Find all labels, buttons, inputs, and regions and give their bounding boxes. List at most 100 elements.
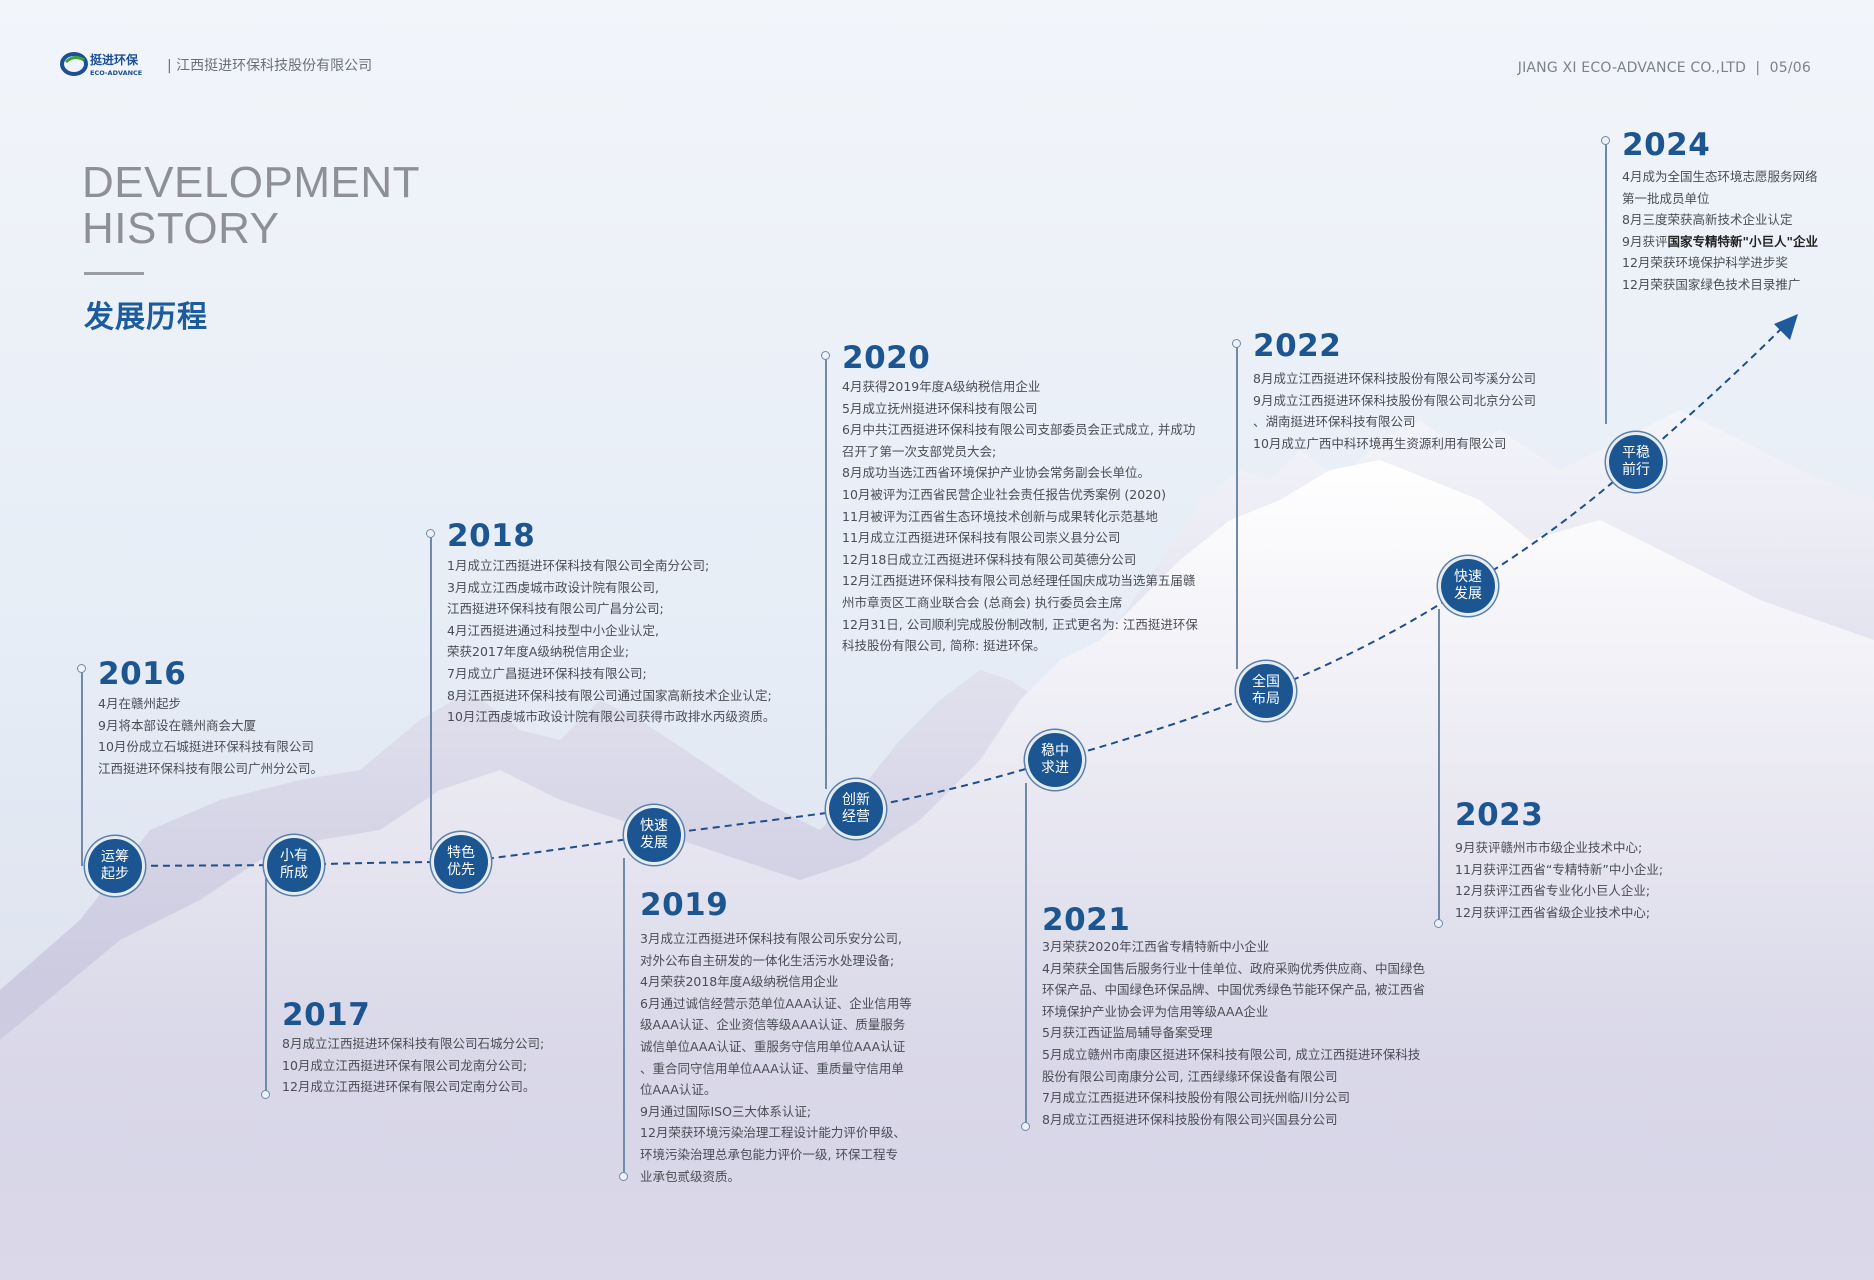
year-events: 3月荣获2020年江西省专精特新中小企业 4月荣获全国售后服务行业十佳单位、政府采… [1042, 936, 1425, 1130]
event-line: 9月获评赣州市市级企业技术中心; [1455, 840, 1643, 855]
year-events: 8月成立江西挺进环保科技有限公司石城分公司; 10月成立江西挺进环保有限公司龙南分… [282, 1033, 544, 1098]
stage-node: 特色优先 [434, 835, 488, 889]
timeline-connector [1438, 609, 1440, 924]
event-line: 12月获评江西省专业化小巨人企业; [1455, 883, 1651, 899]
event-line: 召开了第一次支部党员大会; [842, 443, 997, 459]
event-line: 、湖南挺进环保科技有限公司 [1253, 414, 1416, 430]
stage-node: 创新经营 [829, 782, 883, 836]
event-line: 科技股份有限公司, 简称: 挺进环保。 [842, 638, 1046, 654]
timeline-dot [619, 1172, 628, 1181]
event-line: 11月成立江西挺进环保科技有限公司崇义县分公司 [842, 530, 1121, 546]
event-line: 10月被评为江西省民营企业社会责任报告优秀案例 (2020) [842, 486, 1166, 502]
event-line: 4月江西挺进通过科技型中小企业认定, [447, 622, 659, 638]
timeline-dot [261, 1090, 270, 1099]
event-line: 12月荣获国家绿色技术目录推广 [1622, 276, 1801, 292]
company-logo: 挺进环保 ECO-ADVANCE [60, 52, 142, 77]
event-line: 10月成立广西中科环境再生资源利用有限公司 [1253, 435, 1507, 451]
event-line: 12月获评江西省省级企业技术中心; [1455, 904, 1651, 920]
stage-node: 运筹起步 [88, 839, 142, 893]
event-line: 8月成立江西挺进环保科技有限公司石城分公司; [282, 1036, 545, 1051]
company-name: | 江西挺进环保科技股份有限公司 [167, 58, 373, 74]
stage-label: 创新经营 [842, 792, 870, 825]
timeline-dot [1434, 919, 1443, 928]
stage-label: 小有所成 [280, 848, 308, 881]
svg-text:挺进环保: 挺进环保 [90, 52, 139, 67]
timeline-dot [1021, 1122, 1030, 1131]
timeline-dot [821, 351, 830, 360]
event-line: 环境保护产业协会评为信用等级AAA企业 [1042, 1003, 1269, 1019]
event-line: 业承包贰级资质。 [640, 1168, 741, 1184]
stage-label: 快速发展 [1454, 569, 1482, 602]
event-line: 7月成立广昌挺进环保科技有限公司; [447, 665, 647, 681]
event-line: 级AAA认证、企业资信等级AAA认证、质量服务 [640, 1017, 906, 1033]
timeline-connector [1605, 141, 1607, 424]
event-line: 5月成立抚州挺进环保科技有限公司 [842, 400, 1038, 416]
timeline-dot [77, 664, 86, 673]
event-line: 12月成立江西挺进环保有限公司定南分公司。 [282, 1079, 536, 1095]
page-title-cn: 发展历程 [84, 300, 208, 335]
event-line: 位AAA认证。 [640, 1082, 717, 1098]
event-line: 4月荣获2018年度A级纳税信用企业 [640, 974, 839, 990]
year-events: 9月获评赣州市市级企业技术中心; 11月获评江西省“专精特新”中小企业; 12月获评… [1455, 837, 1663, 923]
event-line: 10月江西虔城市政设计院有限公司获得市政排水丙级资质。 [447, 709, 776, 725]
event-line: 8月成功当选江西省环境保护产业协会常务副会长单位。 [842, 465, 1150, 481]
event-line: 9月通过国际ISO三大体系认证; [640, 1103, 812, 1119]
event-line: 诚信单位AAA认证、重服务守信用单位AAA认证 [640, 1038, 906, 1054]
event-line: 江西挺进环保科技有限公司广州分公司。 [98, 760, 324, 776]
timeline-connector [1236, 344, 1238, 669]
year-heading: 2017 [282, 997, 371, 1033]
stage-node: 全国布局 [1239, 664, 1293, 718]
year-heading: 2018 [447, 518, 536, 554]
year-heading: 2016 [98, 656, 187, 692]
event-line: 股份有限公司南康分公司, 江西绿缘环保设备有限公司 [1042, 1068, 1338, 1084]
event-line: 环境污染治理总承包能力评价一级, 环保工程专 [640, 1146, 898, 1162]
event-line: 12月18日成立江西挺进环保科技有限公司英德分公司 [842, 551, 1137, 567]
event-line: 8月江西挺进环保科技有限公司通过国家高新技术企业认定; [447, 687, 772, 703]
event-line: 11月获评江西省“专精特新”中小企业; [1455, 861, 1664, 877]
event-line: 第一批成员单位 [1622, 190, 1710, 206]
dashed-growth-path [114, 321, 1789, 867]
event-line: 4月成为全国生态环境志愿服务网络 [1622, 169, 1818, 184]
year-heading: 2024 [1622, 127, 1711, 163]
page-indicator: JIANG XI ECO-ADVANCE CO.,LTD | 05/06 [1517, 60, 1811, 76]
timeline-dot [426, 529, 435, 538]
event-line: 12月荣获环境污染治理工程设计能力评价甲级、 [640, 1125, 906, 1141]
event-line: 3月成立江西挺进环保科技有限公司乐安分公司, [640, 931, 902, 946]
event-line: 9月成立江西挺进环保科技股份有限公司北京分公司 [1253, 392, 1536, 408]
event-line: 10月成立江西挺进环保有限公司龙南分公司; [282, 1057, 528, 1073]
page-title-en: DEVELOPMENT HISTORY [82, 160, 420, 252]
event-line: 环保产品、中国绿色环保品牌、中国优秀绿色节能环保产品, 被江西省 [1042, 982, 1425, 998]
stage-label: 运筹起步 [101, 849, 129, 882]
title-divider [84, 272, 144, 275]
event-line: 8月成立江西挺进环保科技股份有限公司兴国县分公司 [1042, 1111, 1338, 1127]
stage-label: 特色优先 [447, 845, 475, 878]
event-line: 6月通过诚信经营示范单位AAA认证、企业信用等 [640, 995, 912, 1011]
title-line-2: HISTORY [82, 204, 280, 253]
timeline-connector [430, 534, 432, 850]
timeline-connector [81, 669, 83, 866]
event-line: 对外公布自主研发的一体化生活污水处理设备; [640, 952, 895, 968]
year-events: 4月在赣州起步 9月将本部设在赣州商会大厦 10月份成立石城挺进环保科技有限公司 江西… [98, 693, 323, 779]
event-line: 10月份成立石城挺进环保科技有限公司 [98, 739, 314, 755]
year-events: 8月成立江西挺进环保科技股份有限公司岑溪分公司 9月成立江西挺进环保科技股份有限公… [1253, 368, 1536, 454]
event-line: 3月成立江西虔城市政设计院有限公司, [447, 579, 659, 595]
stage-node: 稳中求进 [1028, 733, 1082, 787]
event-line: 12月荣获环境保护科学进步奖 [1622, 255, 1788, 271]
event-line: 4月获得2019年度A级纳税信用企业 [842, 379, 1041, 394]
event-line: 1月成立江西挺进环保科技有限公司全南分公司; [447, 558, 710, 573]
stage-label: 快速发展 [640, 818, 668, 851]
event-line: 9月将本部设在赣州商会大厦 [98, 717, 256, 733]
year-heading: 2023 [1455, 797, 1544, 833]
svg-text:ECO-ADVANCE: ECO-ADVANCE [90, 69, 142, 77]
stage-node: 平稳前行 [1609, 435, 1663, 489]
stage-node: 快速发展 [627, 808, 681, 862]
stage-label: 稳中求进 [1041, 743, 1069, 776]
year-events: 4月成为全国生态环境志愿服务网络 第一批成员单位 8月三度荣获高新技术企业认定 9月获… [1622, 166, 1818, 296]
year-heading: 2022 [1253, 328, 1342, 364]
event-highlight: 国家专精特新"小巨人"企业 [1667, 233, 1818, 249]
event-line: 12月31日, 公司顺利完成股份制改制, 正式更名为: 江西挺进环保 [842, 616, 1198, 632]
stage-label: 平稳前行 [1622, 445, 1650, 478]
title-line-1: DEVELOPMENT [82, 158, 421, 207]
